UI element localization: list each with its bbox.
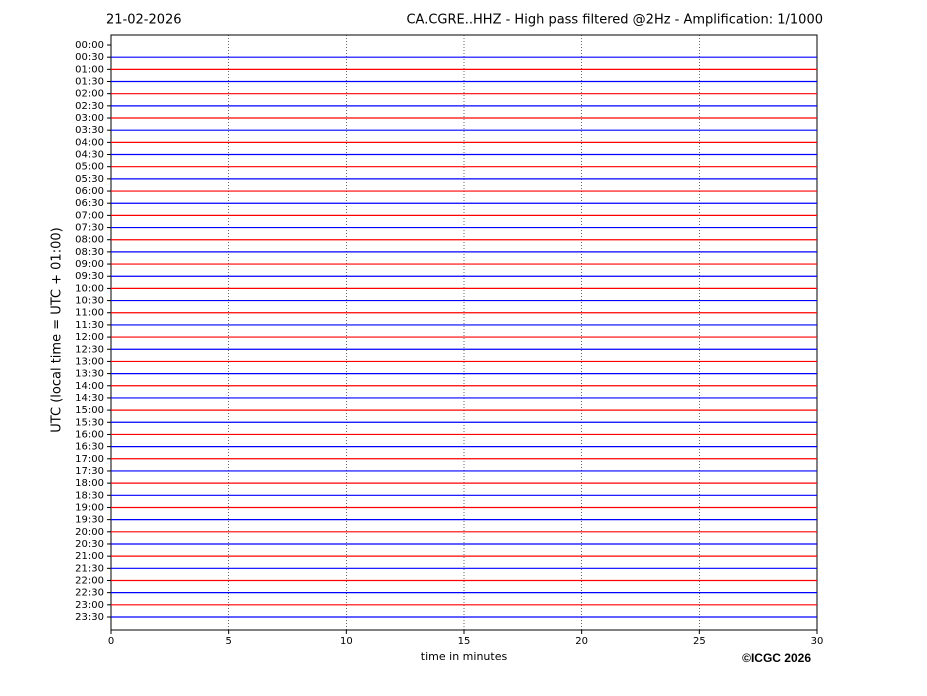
- y-tick-label: 12:00: [75, 332, 104, 343]
- y-tick-label: 20:30: [75, 539, 104, 550]
- y-tick-label: 18:30: [75, 490, 104, 501]
- y-tick-label: 13:00: [75, 356, 104, 367]
- y-tick-label: 20:00: [75, 527, 104, 538]
- y-tick-label: 15:00: [75, 405, 104, 416]
- y-tick-label: 01:30: [75, 77, 104, 88]
- y-tick-label: 10:30: [75, 296, 104, 307]
- x-tick-label: 5: [225, 636, 231, 647]
- x-tick-label: 10: [340, 636, 353, 647]
- y-tick-label: 23:30: [75, 612, 104, 623]
- y-tick-label: 04:30: [75, 150, 104, 161]
- y-tick-label: 00:30: [75, 52, 104, 63]
- y-tick-label: 08:00: [75, 235, 104, 246]
- y-tick-label: 00:00: [75, 40, 104, 51]
- copyright: ©ICGC 2026: [742, 651, 811, 665]
- y-tick-label: 05:00: [75, 162, 104, 173]
- y-tick-label: 19:30: [75, 515, 104, 526]
- y-tick-label: 18:00: [75, 478, 104, 489]
- y-tick-label: 07:30: [75, 223, 104, 234]
- x-tick-label: 0: [108, 636, 114, 647]
- y-tick-label: 17:30: [75, 466, 104, 477]
- y-tick-label: 10:00: [75, 283, 104, 294]
- y-tick-label: 02:00: [75, 89, 104, 100]
- y-tick-label: 07:00: [75, 210, 104, 221]
- x-tick-label: 25: [693, 636, 706, 647]
- date-title: 21-02-2026: [106, 13, 182, 28]
- y-tick-label: 12:30: [75, 344, 104, 355]
- x-tick-label: 30: [811, 636, 824, 647]
- y-tick-label: 13:30: [75, 369, 104, 380]
- y-tick-label: 03:30: [75, 125, 104, 136]
- y-tick-label: 14:00: [75, 381, 104, 392]
- y-tick-label: 11:30: [75, 320, 104, 331]
- y-tick-label: 06:00: [75, 186, 104, 197]
- y-tick-label: 02:30: [75, 101, 104, 112]
- chart-title: CA.CGRE..HHZ - High pass filtered @2Hz -…: [406, 13, 823, 28]
- y-tick-label: 19:00: [75, 502, 104, 513]
- y-tick-label: 09:00: [75, 259, 104, 270]
- x-tick-label: 15: [458, 636, 471, 647]
- y-tick-label: 16:00: [75, 429, 104, 440]
- y-tick-label: 11:00: [75, 308, 104, 319]
- y-tick-label: 09:30: [75, 271, 104, 282]
- y-tick-label: 16:30: [75, 442, 104, 453]
- y-axis-label: UTC (local time = UTC + 01:00): [50, 227, 65, 432]
- y-tick-label: 06:30: [75, 198, 104, 209]
- y-tick-label: 08:30: [75, 247, 104, 258]
- y-tick-label: 15:30: [75, 417, 104, 428]
- y-tick-label: 21:00: [75, 551, 104, 562]
- y-tick-label: 22:00: [75, 575, 104, 586]
- x-tick-label: 20: [575, 636, 588, 647]
- y-tick-label: 23:00: [75, 600, 104, 611]
- x-axis-label: time in minutes: [421, 650, 508, 663]
- y-tick-label: 01:00: [75, 64, 104, 75]
- y-tick-label: 14:30: [75, 393, 104, 404]
- y-tick-label: 22:30: [75, 588, 104, 599]
- y-tick-label: 17:00: [75, 454, 104, 465]
- y-tick-label: 05:30: [75, 174, 104, 185]
- y-tick-label: 21:30: [75, 563, 104, 574]
- y-tick-label: 04:00: [75, 137, 104, 148]
- y-tick-label: 03:00: [75, 113, 104, 124]
